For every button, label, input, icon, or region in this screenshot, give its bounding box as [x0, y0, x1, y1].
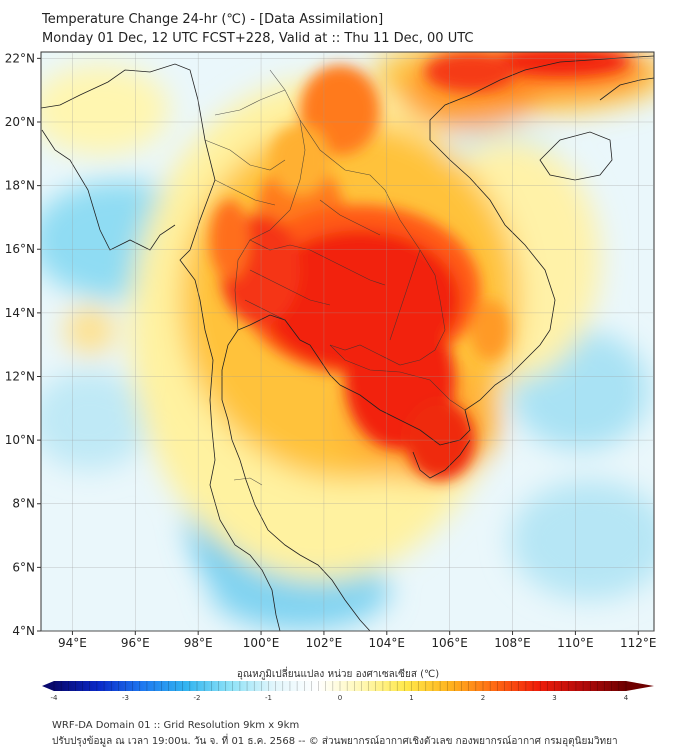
colorbar-tick-label: 2 — [481, 694, 485, 700]
lon-tick-label: 112°E — [620, 636, 657, 650]
footer-update-info: ปรับปรุงข้อมูล ณ เวลา 19:00น. วัน จ. ที่… — [52, 736, 618, 747]
colorbar-tick-label: -4 — [51, 694, 59, 700]
lat-tick-label: 12°N — [5, 369, 35, 383]
lon-tick-label: 96°E — [121, 636, 150, 650]
lat-tick-label: 14°N — [5, 306, 35, 320]
lon-tick-label: 100°E — [243, 636, 280, 650]
colorbar-min-arrow — [42, 681, 54, 691]
lat-tick-label: 20°N — [5, 115, 35, 129]
lon-tick-label: 108°E — [494, 636, 531, 650]
lat-tick-label: 16°N — [5, 242, 35, 256]
lat-tick-label: 22°N — [5, 51, 35, 65]
colorbar-tick-label: -3 — [122, 694, 129, 700]
colorbar-tick-label: 4 — [624, 694, 629, 700]
colorbar-tick-label: -2 — [194, 694, 201, 700]
longitude-labels: 94°E 96°E 98°E 100°E 102°E 104°E 106°E 108°E 110… — [58, 636, 657, 650]
lat-tick-label: 10°N — [5, 433, 35, 447]
coastlines — [41, 55, 654, 631]
lat-tick-label: 18°N — [5, 179, 35, 193]
lon-tick-label: 104°E — [369, 636, 406, 650]
temperature-field — [41, 52, 654, 631]
colorbar-max-arrow — [626, 681, 654, 691]
footer-model-info: WRF-DA Domain 01 :: Grid Resolution 9km … — [52, 720, 300, 731]
colorbar-title: อุณหภูมิเปลี่ยนแปลง หน่วย องศาเซลเซียส (… — [236, 669, 440, 680]
lon-tick-label: 94°E — [58, 636, 87, 650]
lon-tick-label: 98°E — [184, 636, 213, 650]
lon-tick-label: 110°E — [557, 636, 594, 650]
colorbar-tick-label: 0 — [338, 694, 342, 700]
chart-title: Temperature Change 24-hr (℃) - [Data Ass… — [42, 12, 384, 27]
colorbar-tick-label: 3 — [552, 694, 556, 700]
graticule — [37, 52, 654, 635]
latitude-labels: 22°N 20°N 18°N 16°N 14°N 12°N 10°N 8°N 6°N 4°N — [5, 51, 35, 638]
lat-tick-label: 8°N — [12, 497, 35, 511]
colorbar-tick-label: -1 — [265, 694, 272, 700]
lon-tick-label: 106°E — [431, 636, 468, 650]
colorbar-tick-label: 1 — [409, 694, 413, 700]
chart-subtitle: Monday 01 Dec, 12 UTC FCST+228, Valid at… — [42, 31, 474, 46]
lat-tick-label: 4°N — [12, 624, 35, 638]
lat-tick-label: 6°N — [12, 560, 35, 574]
colorbar-ramp — [54, 681, 626, 691]
lon-tick-label: 102°E — [306, 636, 343, 650]
map-figure: 22°N 20°N 18°N 16°N 14°N 12°N 10°N 8°N 6°N 4°N 94… — [5, 51, 657, 700]
colorbar: -4 -3 -2 -1 0 1 2 3 4 — [42, 681, 654, 700]
